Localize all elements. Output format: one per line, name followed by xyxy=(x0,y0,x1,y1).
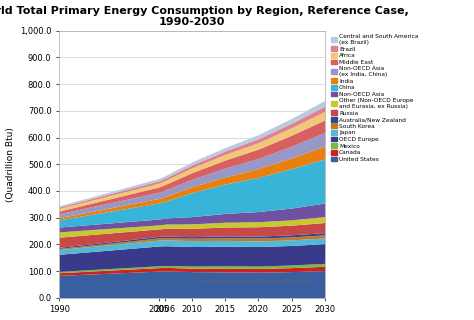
Y-axis label: (Quadrillion Btu): (Quadrillion Btu) xyxy=(6,127,15,202)
Legend: Central and South America
(ex Brazil), Brazil, Africa, Middle East, Non-OECD Asi: Central and South America (ex Brazil), B… xyxy=(330,34,419,163)
Text: mongabay.com using EIA data Oct 2009: mongabay.com using EIA data Oct 2009 xyxy=(202,279,308,284)
Title: World Total Primary Energy Consumption by Region, Reference Case,
1990-2030: World Total Primary Energy Consumption b… xyxy=(0,5,408,27)
